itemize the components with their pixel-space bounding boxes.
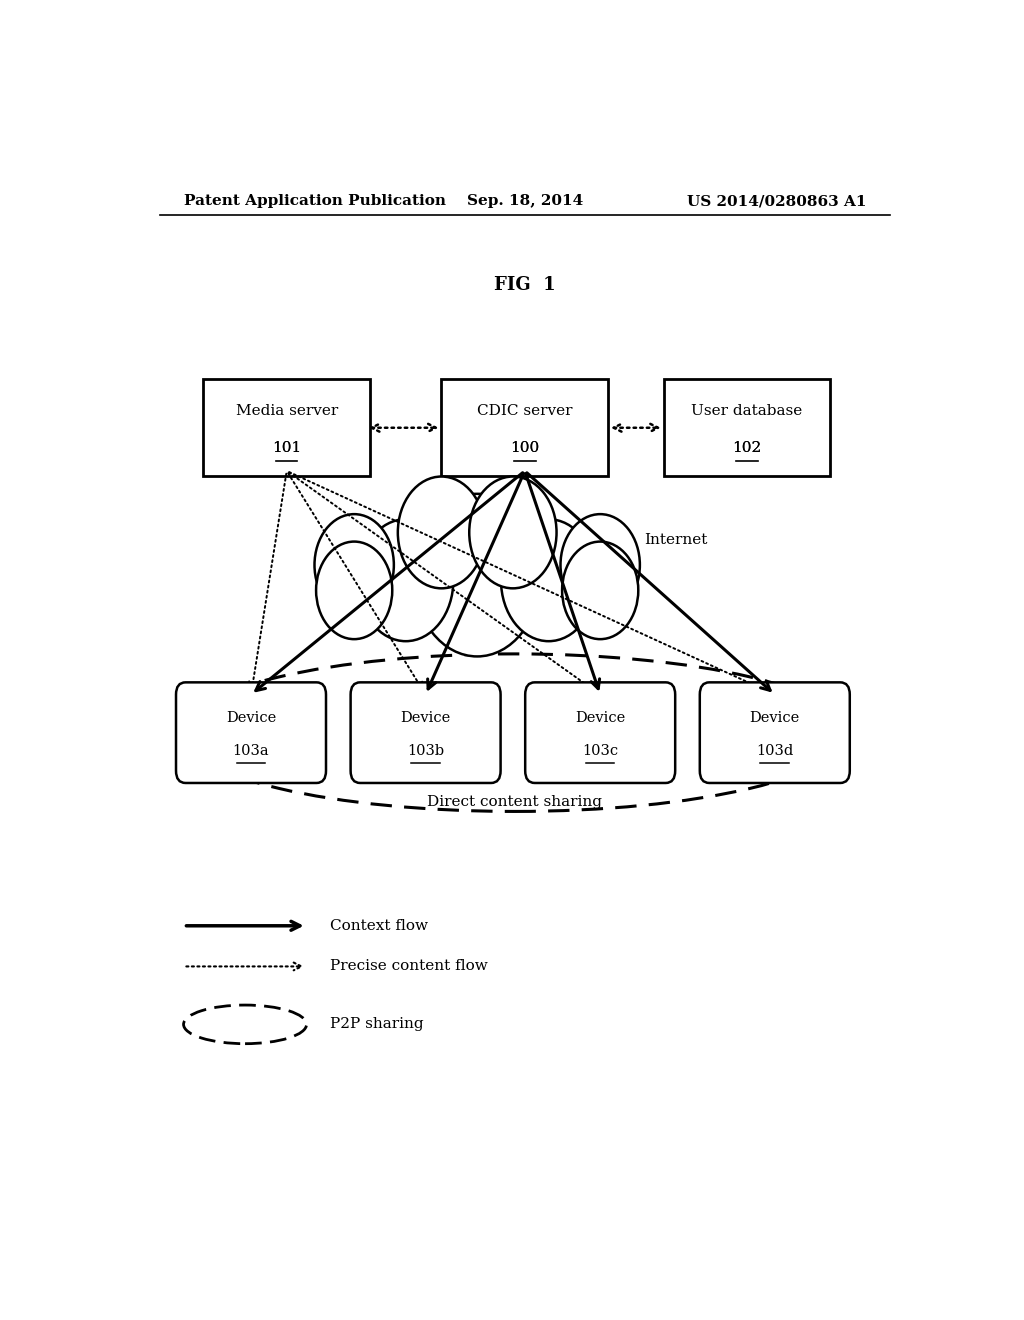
Circle shape [397, 477, 485, 589]
Text: FIG  1: FIG 1 [494, 276, 556, 294]
Text: US 2014/0280863 A1: US 2014/0280863 A1 [686, 194, 866, 209]
Text: 101: 101 [272, 441, 301, 455]
Text: Patent Application Publication: Patent Application Publication [183, 194, 445, 209]
Circle shape [469, 477, 557, 589]
Text: Device: Device [226, 711, 276, 726]
Text: Context flow: Context flow [331, 919, 428, 933]
Text: 100: 100 [510, 441, 540, 455]
Text: Precise content flow: Precise content flow [331, 960, 488, 973]
Text: Device: Device [750, 711, 800, 726]
FancyBboxPatch shape [176, 682, 326, 783]
Text: 103d: 103d [756, 744, 794, 758]
Text: 102: 102 [732, 441, 762, 455]
Text: Sep. 18, 2014: Sep. 18, 2014 [467, 194, 583, 209]
Circle shape [562, 541, 638, 639]
Text: 103b: 103b [407, 744, 444, 758]
Text: 101: 101 [272, 441, 301, 455]
Text: 103a: 103a [232, 744, 269, 758]
Circle shape [414, 494, 541, 656]
Text: User database: User database [691, 404, 803, 418]
Text: Device: Device [575, 711, 626, 726]
Text: 102: 102 [732, 441, 762, 455]
FancyBboxPatch shape [664, 379, 830, 477]
Circle shape [501, 519, 596, 642]
Circle shape [358, 519, 454, 642]
FancyBboxPatch shape [441, 379, 608, 477]
Text: Device: Device [400, 711, 451, 726]
Text: 100: 100 [510, 441, 540, 455]
Text: Internet: Internet [644, 532, 708, 546]
FancyBboxPatch shape [204, 379, 370, 477]
Text: CDIC server: CDIC server [477, 404, 572, 418]
Text: P2P sharing: P2P sharing [331, 1018, 424, 1031]
Circle shape [316, 541, 392, 639]
Text: Media server: Media server [236, 404, 338, 418]
FancyBboxPatch shape [699, 682, 850, 783]
Circle shape [560, 515, 640, 615]
Circle shape [314, 515, 394, 615]
FancyBboxPatch shape [350, 682, 501, 783]
Text: 103c: 103c [582, 744, 618, 758]
FancyBboxPatch shape [525, 682, 675, 783]
Text: Direct content sharing: Direct content sharing [427, 795, 602, 809]
